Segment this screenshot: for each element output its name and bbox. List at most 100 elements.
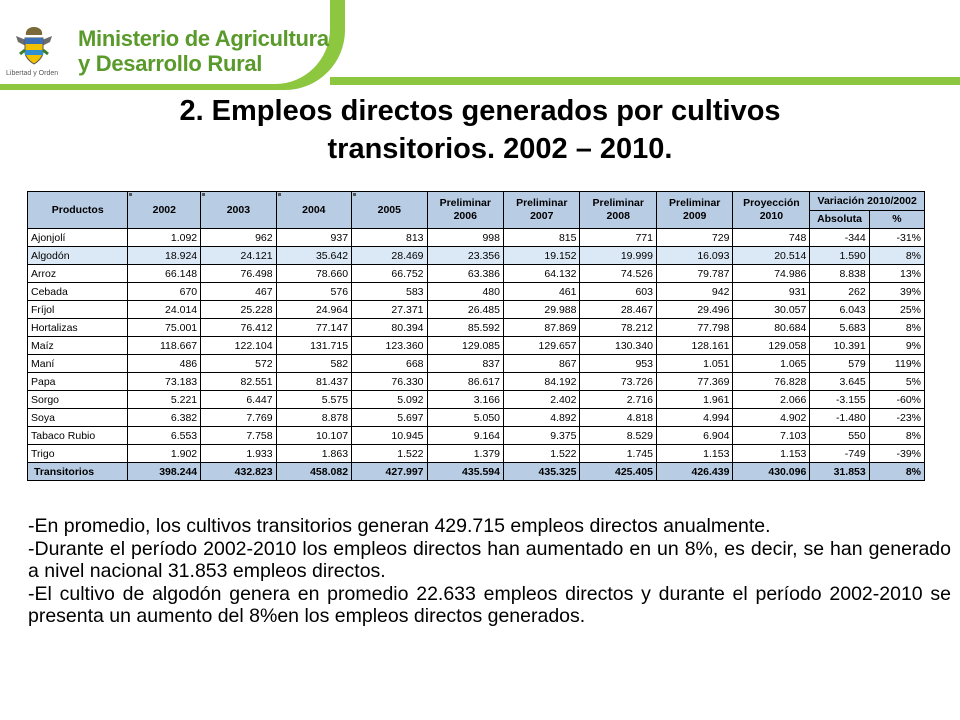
value-cell: 79.787	[655, 264, 734, 283]
value-cell: 2.716	[579, 390, 657, 409]
value-cell: 73.726	[579, 372, 657, 391]
value-cell: 576	[275, 282, 353, 301]
value-cell: 81.437	[275, 372, 353, 391]
total-label-cell: Transitorios	[26, 462, 129, 481]
employment-table: Productos 2002 2003 2004 2005 Preliminar…	[26, 191, 926, 481]
value-cell: 8%	[868, 318, 926, 337]
filter-marker	[129, 193, 133, 196]
value-cell: 5.683	[809, 318, 870, 337]
note-paragraph: -Durante el período 2002-2010 los empleo…	[28, 537, 951, 583]
ministry-line-2: y Desarrollo Rural	[78, 51, 263, 76]
value-cell: 6.382	[127, 408, 202, 427]
value-cell: 84.192	[502, 372, 581, 391]
value-cell: 24.964	[275, 300, 353, 319]
value-cell: 128.161	[655, 336, 734, 355]
value-cell: 19.152	[502, 246, 581, 265]
value-cell: 6.447	[200, 390, 277, 409]
value-cell: 262	[809, 282, 870, 301]
header-2010: Proyección 2010	[732, 191, 811, 229]
value-cell: 29.988	[502, 300, 581, 319]
value-cell: 18.924	[127, 246, 202, 265]
value-cell: 5.092	[351, 390, 428, 409]
value-cell: 129.058	[732, 336, 811, 355]
value-cell: 78.212	[579, 318, 657, 337]
total-value-cell: 432.823	[200, 462, 277, 481]
note-paragraph: -El cultivo de algodón genera en promedi…	[28, 582, 951, 628]
header-banner-background	[0, 0, 330, 84]
value-cell: 962	[200, 228, 277, 247]
total-value-cell: 8%	[868, 462, 926, 481]
product-name-cell: Maíz	[26, 336, 129, 355]
table-row: Trigo 1.902 1.933 1.863 1.522 1.379 1.522 1.745…	[26, 444, 926, 463]
value-cell: 467	[200, 282, 277, 301]
value-cell: 3.645	[809, 372, 870, 391]
value-cell: 603	[579, 282, 657, 301]
value-cell: 729	[655, 228, 734, 247]
coat-of-arms-icon	[16, 27, 52, 65]
table-row: Arroz 66.148 76.498 78.660 66.752 63.386 64.13…	[26, 264, 926, 283]
table-row: Algodón 18.924 24.121 35.642 28.469 23.356 19.…	[26, 246, 926, 265]
value-cell: 28.469	[351, 246, 428, 265]
value-cell: 837	[426, 354, 505, 373]
header-2009: Preliminar 2009	[655, 191, 734, 229]
total-value-cell: 430.096	[732, 462, 811, 481]
total-value-cell: 426.439	[655, 462, 734, 481]
value-cell: 66.148	[127, 264, 202, 283]
table-row: Tabaco Rubio 6.553 7.758 10.107 10.945 9.164 9…	[26, 426, 926, 445]
note-paragraph: -En promedio, los cultivos transitorios …	[28, 515, 771, 537]
value-cell: 86.617	[426, 372, 505, 391]
value-cell: 74.986	[732, 264, 811, 283]
value-cell: 2.402	[502, 390, 581, 409]
value-cell: 670	[127, 282, 202, 301]
header-2003: 2003	[200, 191, 277, 229]
value-cell: 815	[502, 228, 581, 247]
value-cell: 122.104	[200, 336, 277, 355]
product-name-cell: Fríjol	[26, 300, 129, 319]
value-cell: 26.485	[426, 300, 505, 319]
value-cell: 25.228	[200, 300, 277, 319]
value-cell: 130.340	[579, 336, 657, 355]
value-cell: 118.667	[127, 336, 202, 355]
value-cell: 76.330	[351, 372, 428, 391]
value-cell: 29.496	[655, 300, 734, 319]
header-2008: Preliminar 2008	[579, 191, 657, 229]
page-title: 2. Empleos directos generados por cultiv…	[60, 92, 900, 168]
value-cell: 579	[809, 354, 870, 373]
header-absoluta: Absoluta	[809, 209, 870, 229]
value-cell: 39%	[868, 282, 926, 301]
value-cell: 73.183	[127, 372, 202, 391]
total-value-cell: 427.997	[351, 462, 428, 481]
table-row: Ajonjolí 1.092 962 937 813 998 815 771 729 748 -34…	[26, 228, 926, 247]
total-value-cell: 31.853	[809, 462, 870, 481]
value-cell: 27.371	[351, 300, 428, 319]
value-cell: 5.697	[351, 408, 428, 427]
value-cell: 25%	[868, 300, 926, 319]
value-cell: 77.369	[655, 372, 734, 391]
value-cell: 1.863	[275, 444, 353, 463]
value-cell: 77.798	[655, 318, 734, 337]
value-cell: 867	[502, 354, 581, 373]
value-cell: 80.394	[351, 318, 428, 337]
value-cell: 1.051	[655, 354, 734, 373]
value-cell: 64.132	[502, 264, 581, 283]
value-cell: 87.869	[502, 318, 581, 337]
value-cell: 19.999	[579, 246, 657, 265]
value-cell: 931	[732, 282, 811, 301]
value-cell: -31%	[868, 228, 926, 247]
value-cell: 66.752	[351, 264, 428, 283]
product-name-cell: Tabaco Rubio	[26, 426, 129, 445]
value-cell: 119%	[868, 354, 926, 373]
value-cell: -60%	[868, 390, 926, 409]
value-cell: 129.657	[502, 336, 581, 355]
table-row: Cebada 670 467 576 583 480 461 603 942 931 262 39%	[26, 282, 926, 301]
value-cell: 131.715	[275, 336, 353, 355]
value-cell: 7.769	[200, 408, 277, 427]
header-2005: 2005	[351, 191, 428, 229]
value-cell: 123.360	[351, 336, 428, 355]
header-2007: Preliminar 2007	[502, 191, 581, 229]
ministry-line-1: Ministerio de Agricultura	[78, 26, 329, 51]
value-cell: 8.838	[809, 264, 870, 283]
value-cell: 1.379	[426, 444, 505, 463]
product-name-cell: Soya	[26, 408, 129, 427]
value-cell: 16.093	[655, 246, 734, 265]
